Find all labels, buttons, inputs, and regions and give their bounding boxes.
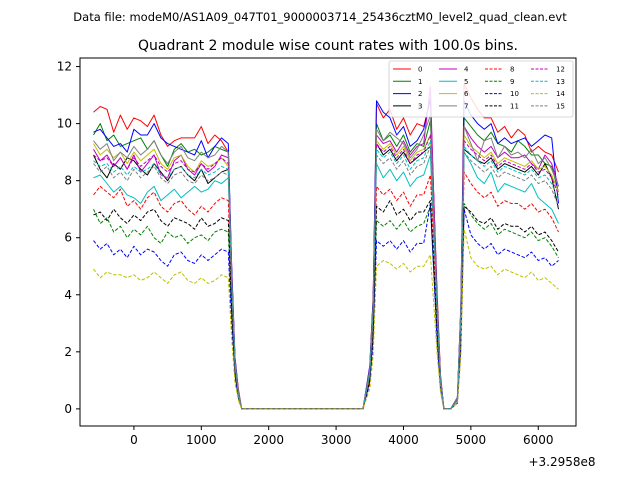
y-tick-label: 8 — [64, 174, 72, 188]
legend-label-6: 6 — [464, 90, 469, 98]
legend-label-15: 15 — [556, 102, 565, 110]
series-line-5 — [93, 151, 559, 410]
y-axis: 0 2 4 6 8 10 12 — [57, 60, 80, 416]
plot-frame — [79, 57, 577, 427]
chart-suptitle: Data file: modeM0/AS1A09_047T01_90000037… — [73, 10, 567, 24]
x-tick-label: 5000 — [456, 433, 487, 447]
chart-title: Quadrant 2 module wise count rates with … — [138, 38, 518, 54]
y-tick-label: 4 — [64, 288, 72, 302]
series-line-10 — [93, 203, 559, 410]
y-tick-label: 10 — [57, 117, 72, 131]
legend-box — [388, 60, 574, 118]
legend-label-9: 9 — [510, 78, 514, 86]
legend-label-13: 13 — [556, 78, 565, 86]
legend-label-10: 10 — [510, 90, 519, 98]
legend-label-3: 3 — [418, 102, 422, 110]
legend-label-2: 2 — [418, 90, 422, 98]
series-line-1 — [93, 117, 559, 410]
y-tick-label: 0 — [64, 402, 72, 416]
x-tick-label: 4000 — [388, 433, 419, 447]
x-offset-label: +3.2958e8 — [528, 455, 595, 469]
legend-label-11: 11 — [510, 102, 519, 110]
x-axis: 0 1000 2000 3000 4000 5000 6000 — [130, 426, 554, 447]
legend-label-1: 1 — [418, 78, 422, 86]
legend-label-5: 5 — [464, 78, 468, 86]
series-line-2 — [93, 97, 559, 410]
series-line-3 — [93, 143, 559, 410]
x-tick-label: 3000 — [321, 433, 352, 447]
x-tick-label: 2000 — [253, 433, 284, 447]
series-line-11 — [93, 200, 559, 410]
legend-label-14: 14 — [556, 90, 565, 98]
x-tick-label: 1000 — [186, 433, 217, 447]
legend-label-0: 0 — [418, 66, 422, 74]
series-layer — [93, 83, 559, 410]
series-line-15 — [93, 145, 559, 410]
y-tick-label: 12 — [57, 60, 72, 74]
legend-label-7: 7 — [464, 102, 468, 110]
series-line-0 — [93, 83, 559, 410]
y-tick-label: 6 — [64, 231, 72, 245]
x-tick-label: 6000 — [523, 433, 554, 447]
legend-label-8: 8 — [510, 66, 514, 74]
x-tick-label: 0 — [130, 433, 138, 447]
legend-label-12: 12 — [556, 66, 565, 74]
series-line-9 — [93, 203, 559, 410]
series-line-13 — [93, 140, 559, 410]
legend-label-4: 4 — [464, 66, 469, 74]
series-line-8 — [93, 171, 559, 410]
series-line-14 — [93, 228, 559, 410]
y-tick-label: 2 — [64, 345, 72, 359]
